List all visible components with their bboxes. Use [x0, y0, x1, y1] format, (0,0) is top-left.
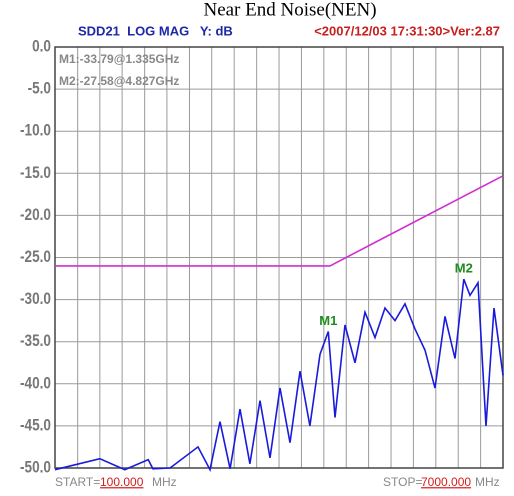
start-unit: MHz [152, 475, 177, 489]
y-tick-label: -5.0 [28, 79, 51, 98]
trace [54, 278, 504, 473]
start-value: 100.000 [100, 475, 144, 489]
marker-label: M1 [319, 313, 337, 328]
stop-value: 7000.000 [421, 475, 471, 489]
time-stamp: <2007/12/03 17:31:30>Ver:2.87 [314, 23, 500, 38]
y-tick-label: -35.0 [20, 332, 51, 351]
y-tick-label: -20.0 [20, 206, 51, 225]
start-prefix: START= [55, 475, 100, 489]
y-tick-label: -30.0 [20, 290, 51, 309]
y-tick-label: 0.0 [32, 37, 51, 56]
y-tick-label: -40.0 [20, 374, 51, 393]
trace-header: SDD21 LOG MAG Y: dB [78, 23, 233, 38]
marker-readout: M1:-33.79@1.335GHz [59, 52, 179, 66]
marker-readout: M2:-27.58@4.827GHz [59, 74, 179, 88]
stop-prefix: STOP= [383, 475, 422, 489]
chart-title: Near End Noise(NEN) [203, 0, 376, 20]
stop-unit: MHz [475, 475, 500, 489]
plot-frame [54, 46, 504, 469]
y-tick-label: -50.0 [20, 458, 51, 477]
y-tick-label: -45.0 [20, 416, 51, 435]
y-tick-label: -25.0 [20, 248, 51, 267]
y-tick-label: -10.0 [20, 121, 51, 140]
y-tick-label: -15.0 [20, 163, 51, 182]
marker-label: M2 [455, 261, 473, 276]
trace [55, 175, 504, 267]
